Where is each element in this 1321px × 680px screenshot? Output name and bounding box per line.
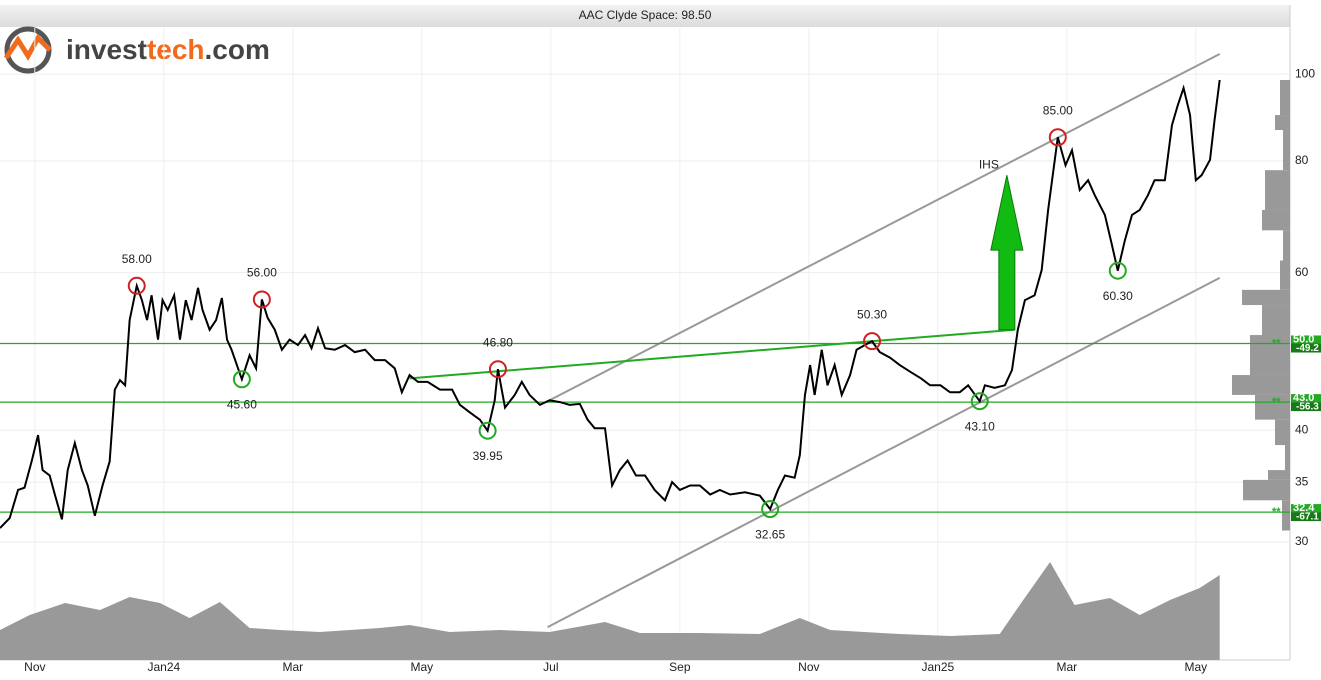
logo-mark bbox=[3, 33, 52, 61]
volume-profile-bar bbox=[1268, 470, 1290, 480]
y-tick-label: 60 bbox=[1295, 265, 1309, 279]
x-tick-label: Nov bbox=[24, 660, 45, 674]
volume-profile-bar bbox=[1280, 79, 1290, 116]
pivot-marker bbox=[863, 332, 882, 351]
volume-profile-bar bbox=[1265, 170, 1290, 210]
volume-profile-bar bbox=[1232, 375, 1290, 395]
chart-title: AAC Clyde Space: 98.50 bbox=[579, 8, 712, 22]
volume-profile-bar bbox=[1280, 260, 1290, 290]
x-tick-label: Mar bbox=[282, 660, 303, 674]
y-tick-label: 80 bbox=[1295, 153, 1309, 167]
x-tick-label: Jan25 bbox=[921, 660, 954, 674]
volume-profile-bar bbox=[1262, 305, 1290, 336]
trend-channel bbox=[547, 276, 1221, 628]
pivot-marker bbox=[761, 500, 780, 519]
volume-profile-bar bbox=[1282, 500, 1290, 531]
level-label: 50.0 bbox=[1293, 333, 1314, 345]
logo-part: invest bbox=[66, 34, 147, 65]
pivot-marker bbox=[127, 276, 146, 295]
volume-profile-bar bbox=[1250, 335, 1290, 376]
volume-profile-bar bbox=[1275, 419, 1290, 446]
pivot-label: 58.00 bbox=[122, 252, 152, 266]
target-arrow bbox=[990, 175, 1024, 331]
volume-profile-bar bbox=[1275, 115, 1290, 131]
x-tick-label: Mar bbox=[1056, 660, 1077, 674]
pivot-label: 32.65 bbox=[755, 527, 785, 541]
pivot-label: 60.30 bbox=[1103, 289, 1133, 303]
pivot-label: 43.10 bbox=[965, 419, 995, 433]
x-tick-label: May bbox=[410, 660, 433, 674]
x-tick-label: Sep bbox=[669, 660, 691, 674]
logo-part: tech bbox=[147, 34, 205, 65]
x-tick-label: Jul bbox=[543, 660, 558, 674]
pivot-label: 46.80 bbox=[483, 335, 513, 349]
x-tick-label: Nov bbox=[798, 660, 819, 674]
level-change: -49.2 bbox=[1296, 343, 1319, 354]
volume-area bbox=[0, 562, 1220, 660]
pivot-label: 85.00 bbox=[1043, 103, 1073, 117]
volume-profile-bar bbox=[1283, 130, 1290, 171]
level-label: 43.0 bbox=[1293, 392, 1314, 404]
level-label: 32.4 bbox=[1293, 502, 1315, 514]
volume-profile-bar bbox=[1242, 289, 1290, 306]
pivot-label: 39.95 bbox=[473, 449, 503, 463]
x-tick-label: Jan24 bbox=[147, 660, 180, 674]
trend-channel bbox=[549, 53, 1221, 402]
neckline bbox=[409, 328, 1015, 380]
pattern-label: IHS bbox=[979, 157, 999, 171]
logo: investtech.com bbox=[3, 26, 270, 74]
y-tick-label: 40 bbox=[1295, 422, 1309, 436]
pivot-label: 50.30 bbox=[857, 307, 887, 321]
logo-text: investtech.com bbox=[66, 34, 270, 65]
pivot-marker bbox=[488, 360, 507, 379]
y-tick-label: 35 bbox=[1295, 474, 1309, 488]
level-flag: ** bbox=[1272, 506, 1281, 518]
x-tick-label: May bbox=[1184, 660, 1207, 674]
pivot-marker bbox=[1108, 261, 1127, 280]
pivot-marker bbox=[232, 370, 251, 389]
volume-profile-bar bbox=[1262, 209, 1290, 231]
level-box bbox=[1291, 394, 1321, 403]
level-box bbox=[1291, 504, 1321, 513]
level-box bbox=[1291, 343, 1321, 353]
pivot-label: 56.00 bbox=[247, 266, 277, 280]
level-box bbox=[1291, 402, 1321, 412]
level-change: -56.3 bbox=[1296, 402, 1319, 413]
level-box bbox=[1291, 335, 1321, 344]
pivot-marker bbox=[478, 421, 497, 440]
price-line bbox=[0, 79, 1221, 529]
volume-profile-bar bbox=[1283, 230, 1290, 261]
level-box bbox=[1291, 512, 1321, 522]
logo-part: .com bbox=[205, 34, 270, 65]
level-change: -67.1 bbox=[1296, 512, 1319, 523]
volume-profile-bar bbox=[1243, 479, 1290, 501]
volume-profile-bar bbox=[1255, 394, 1290, 420]
y-tick-label: 100 bbox=[1295, 66, 1315, 80]
pivot-marker bbox=[252, 290, 271, 309]
volume-profile-bar bbox=[1285, 445, 1290, 471]
pivot-label: 45.60 bbox=[227, 397, 257, 411]
level-flag: ** bbox=[1272, 337, 1281, 349]
level-flag: ** bbox=[1272, 396, 1281, 408]
pivot-marker bbox=[970, 392, 989, 411]
pivot-marker bbox=[1048, 128, 1067, 147]
title-bar bbox=[0, 5, 1290, 27]
y-tick-label: 30 bbox=[1295, 534, 1309, 548]
